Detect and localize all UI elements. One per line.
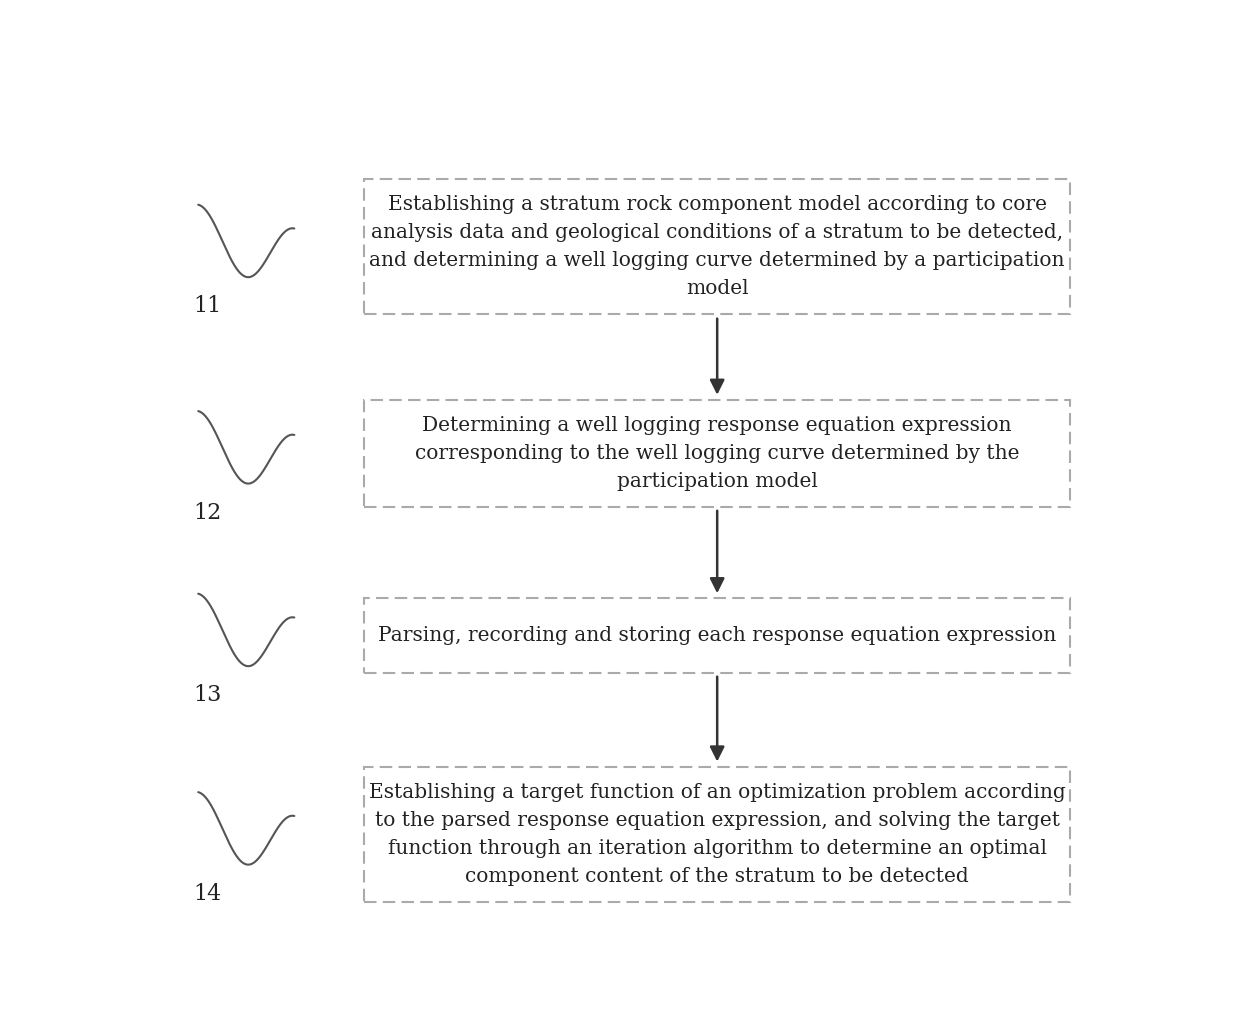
Text: Establishing a target function of an optimization problem according
to the parse: Establishing a target function of an opt… — [368, 783, 1065, 886]
Text: Determining a well logging response equation expression
corresponding to the wel: Determining a well logging response equa… — [415, 415, 1019, 491]
Text: Establishing a stratum rock component model according to core
analysis data and : Establishing a stratum rock component mo… — [370, 195, 1065, 298]
Text: Parsing, recording and storing each response equation expression: Parsing, recording and storing each resp… — [378, 626, 1056, 645]
Text: 13: 13 — [193, 685, 222, 706]
Text: 12: 12 — [193, 502, 222, 524]
FancyBboxPatch shape — [365, 179, 1070, 314]
Text: 14: 14 — [193, 883, 222, 905]
FancyBboxPatch shape — [365, 400, 1070, 507]
FancyBboxPatch shape — [365, 767, 1070, 902]
FancyBboxPatch shape — [365, 598, 1070, 673]
Text: 11: 11 — [193, 295, 222, 318]
